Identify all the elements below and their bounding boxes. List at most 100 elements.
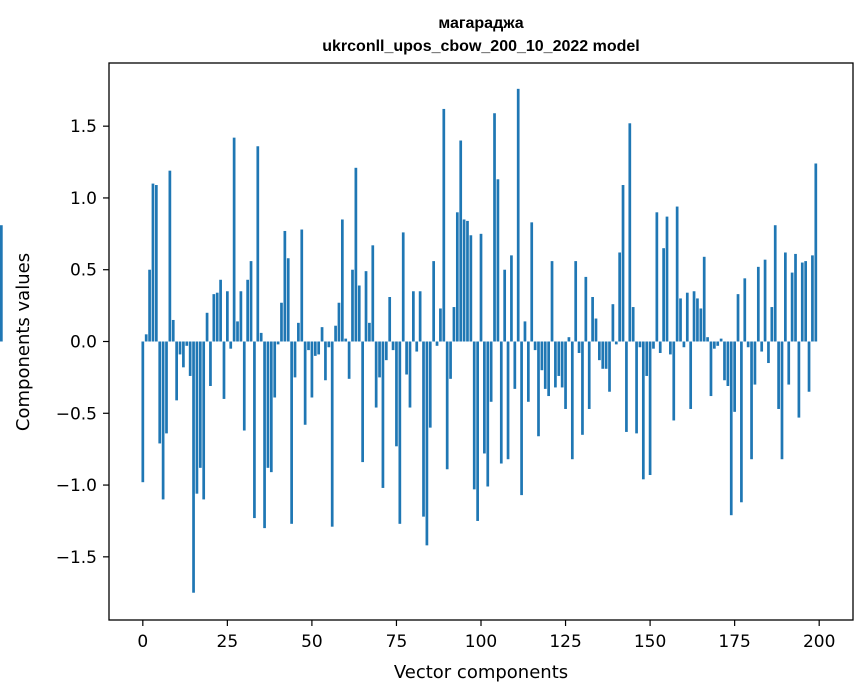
bar-96	[466, 220, 469, 342]
bar-29	[239, 291, 243, 342]
bar-49	[307, 341, 310, 351]
bar-165	[699, 308, 703, 342]
x-tick-label: 0	[137, 632, 148, 652]
bar-57	[334, 325, 337, 342]
bar-9	[171, 319, 175, 342]
bar-107	[503, 269, 507, 342]
bar-154	[662, 248, 665, 342]
bar-102	[486, 341, 490, 487]
bar-7	[165, 341, 168, 434]
bar-26	[229, 341, 233, 349]
bar-33	[253, 341, 256, 519]
bar-175	[733, 341, 736, 412]
bar-50	[310, 341, 314, 398]
bar-181	[753, 341, 757, 385]
plot-area-frame	[108, 62, 854, 621]
bar-178	[743, 278, 747, 342]
bar-134	[594, 318, 598, 342]
y-tick-label: 0.5	[70, 261, 97, 281]
bar-122	[554, 341, 557, 388]
bar-72	[384, 341, 388, 361]
bar-61	[347, 341, 351, 379]
bar-8	[168, 170, 172, 342]
bar-4	[154, 185, 158, 342]
chart-title: магараджа	[438, 15, 523, 32]
bar-160	[682, 341, 686, 348]
x-tick-label: 100	[465, 632, 497, 652]
bar-55	[327, 341, 331, 348]
bar-92	[452, 307, 456, 342]
bar-137	[604, 341, 608, 369]
bar-184	[763, 259, 767, 342]
bar-52	[317, 341, 321, 355]
bar-183	[760, 341, 764, 352]
chart-subtitle: ukrconll_upos_cbow_200_10_2022 model	[322, 38, 639, 55]
bar-58	[337, 302, 341, 342]
bar-199	[814, 163, 818, 342]
bar-126	[567, 337, 571, 342]
bar-190	[784, 252, 787, 342]
bar-125	[564, 341, 567, 409]
x-tick-label: 200	[803, 632, 835, 652]
bar-146	[635, 341, 638, 434]
bar-100	[479, 233, 483, 342]
bar-110	[513, 341, 517, 389]
bar-series	[0, 88, 818, 593]
bar-182	[756, 266, 760, 342]
bar-83	[422, 341, 425, 517]
bar-121	[550, 261, 554, 342]
bar-87	[435, 341, 439, 346]
bar-186	[770, 307, 774, 342]
bar-10	[175, 341, 178, 401]
bar-171	[719, 338, 723, 342]
bar-18	[202, 341, 206, 500]
bar-80	[412, 291, 415, 342]
bar-168	[709, 341, 713, 397]
bar-143	[625, 341, 628, 432]
bar-162	[689, 341, 693, 409]
bar-157	[672, 341, 676, 421]
bar-75	[395, 341, 398, 447]
y-tick-label: −1.0	[56, 476, 97, 496]
bar-21	[212, 294, 216, 342]
bar-16	[195, 341, 199, 494]
bar-193	[794, 253, 797, 342]
bar-35	[259, 332, 263, 342]
bar-101	[483, 341, 486, 454]
bar-5	[158, 341, 162, 444]
bar-179	[746, 341, 750, 348]
bar-14	[188, 341, 192, 376]
bar-97	[469, 235, 473, 342]
bar-105	[496, 179, 500, 342]
bar-191	[787, 341, 791, 385]
bar-39	[273, 341, 277, 398]
bar-12	[182, 341, 185, 368]
bar-132	[587, 341, 591, 409]
bar-66	[364, 271, 368, 342]
bar-172	[723, 341, 726, 381]
bar-118	[540, 341, 544, 371]
bar-166	[702, 256, 706, 342]
bar-163	[692, 291, 696, 342]
bar-54	[324, 341, 327, 381]
bar-19	[205, 312, 209, 342]
bar-85	[428, 341, 432, 428]
bar-25	[226, 291, 229, 342]
bar-20	[209, 341, 212, 386]
bar-167	[706, 337, 709, 342]
bar-161	[685, 292, 689, 342]
y-axis-label: Components values	[13, 253, 34, 431]
bar-78	[405, 341, 408, 375]
y-axis-ticks: −1.5 −1.0 −0.5 0.0 0.5 1.0 1.5	[56, 117, 109, 568]
bar-51	[313, 341, 317, 356]
bar-123	[557, 341, 561, 376]
x-tick-label: 25	[217, 632, 239, 652]
bar-53	[320, 327, 324, 342]
x-tick-label: 50	[301, 632, 323, 652]
bar-65	[361, 341, 364, 463]
bar-31	[246, 279, 250, 342]
bar-180	[750, 341, 753, 460]
x-tick-label: 150	[634, 632, 666, 652]
bar-114	[526, 341, 530, 402]
